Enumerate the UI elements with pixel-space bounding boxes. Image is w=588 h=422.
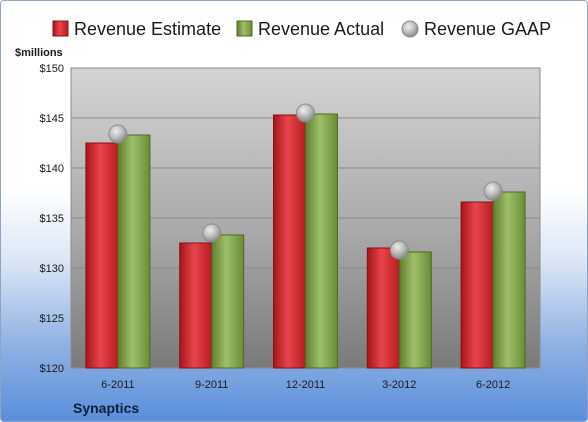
legend-label-actual: Revenue Actual [258,19,384,39]
bar-revenue-actual [492,191,526,369]
bar-revenue-actual [398,251,432,369]
y-tick-label: $120 [40,363,64,375]
x-tick-label: 6-2011 [101,379,134,391]
marker-revenue-gaap [296,103,315,123]
x-tick-label: 3-2012 [382,379,416,391]
legend-marker-gaap [401,20,419,38]
gaap-markers [108,103,503,260]
bar-revenue-estimate [366,247,400,369]
legend-item-gaap: Revenue GAAP [401,19,551,39]
bar-revenue-actual [211,234,245,369]
bar-revenue-estimate [179,242,213,369]
bar-revenue-estimate [85,142,119,369]
x-tick-label: 6-2012 [476,379,510,391]
legend-swatch-estimate [52,20,69,37]
x-tick-label: 9-2011 [195,379,228,391]
marker-revenue-gaap [202,223,222,243]
y-tick-label: $125 [40,313,64,325]
x-tick-label: 12-2011 [286,379,326,391]
bar-revenue-actual [305,113,338,369]
y-tick-label: $140 [40,163,64,175]
company-name: Synaptics [73,400,139,416]
marker-revenue-gaap [483,181,503,201]
legend-label-estimate: Revenue Estimate [74,19,221,39]
marker-revenue-gaap [108,124,128,144]
y-axis-unit-label: $millions [15,47,63,59]
y-tick-label: $130 [40,263,64,275]
bar-revenue-estimate [460,201,494,369]
y-tick-label: $145 [40,113,64,125]
bar-series [85,113,526,369]
legend-label-gaap: Revenue GAAP [424,19,551,39]
marker-revenue-gaap [389,240,409,260]
bar-revenue-actual [117,134,151,369]
legend-item-actual: Revenue Actual [236,19,384,39]
y-axis-ticks: $120 $125 $130 $135 $140 $145 $150 [40,63,64,375]
legend-swatch-actual [236,20,253,37]
legend: Revenue Estimate Revenue Actual Revenue … [52,19,551,39]
x-axis-ticks: 6-2011 9-2011 12-2011 3-2012 6-2012 [101,379,510,391]
y-tick-label: $150 [40,63,64,75]
y-tick-label: $135 [40,213,64,225]
legend-item-estimate: Revenue Estimate [52,19,221,39]
bar-revenue-estimate [273,114,306,369]
